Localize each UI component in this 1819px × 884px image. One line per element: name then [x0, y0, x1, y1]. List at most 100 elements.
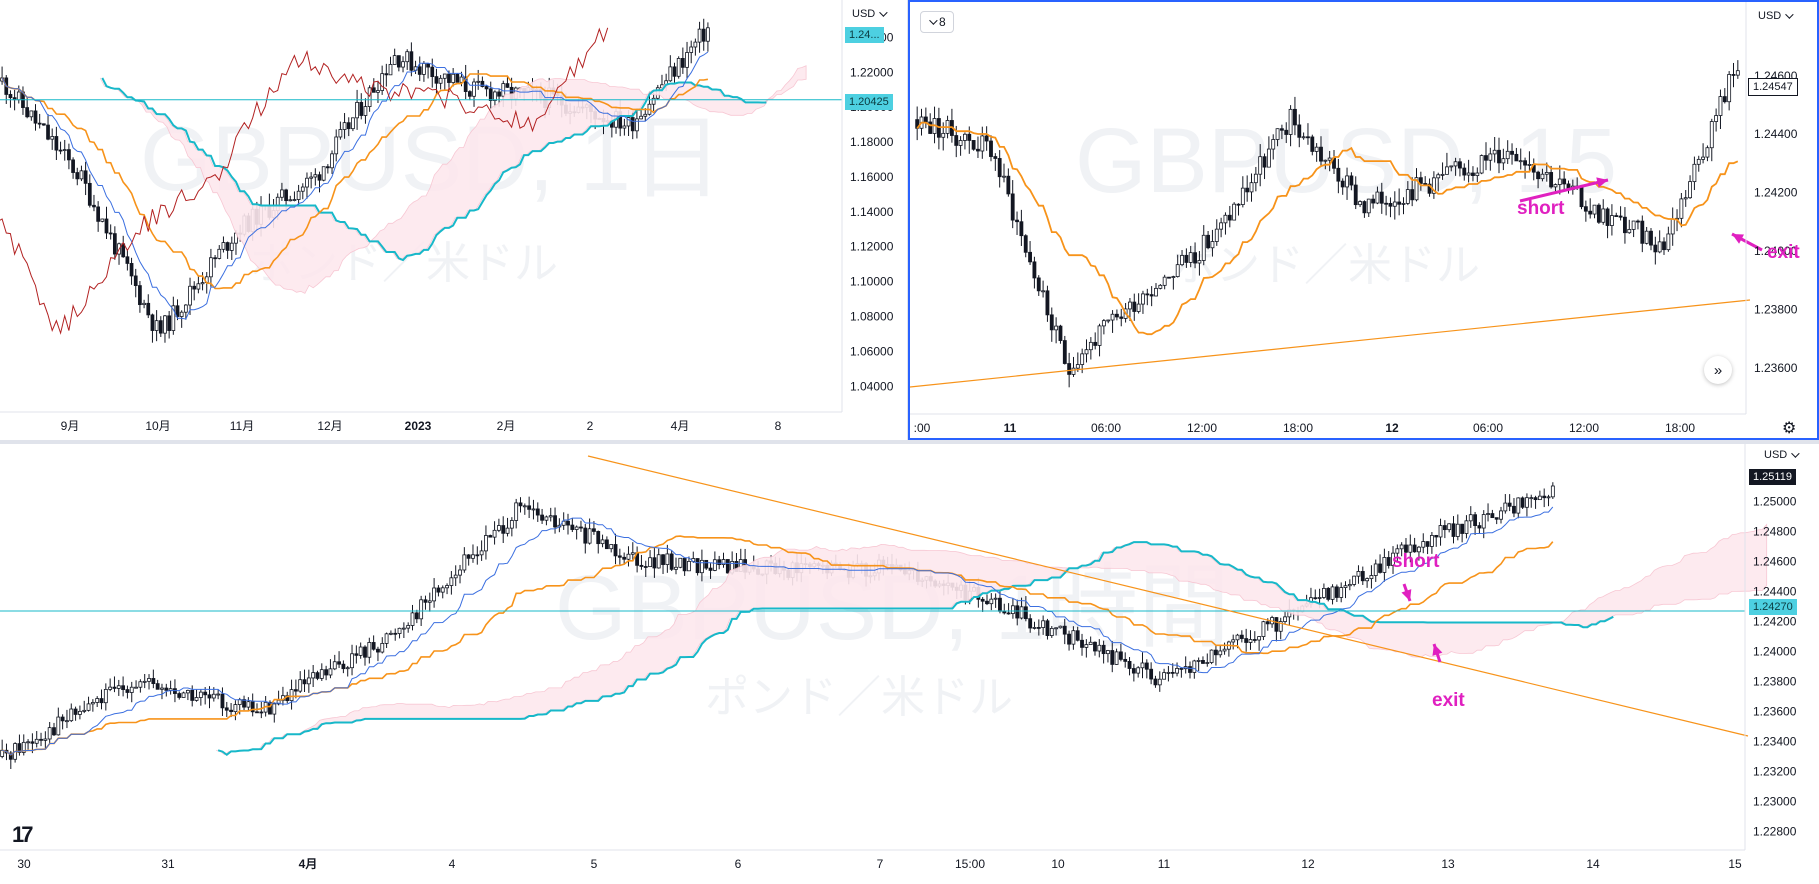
candle-body	[363, 646, 367, 658]
candle-body	[923, 116, 928, 123]
candle-body	[1028, 618, 1033, 629]
last-price-badge: 1.25119	[1749, 469, 1796, 485]
candle-body	[434, 76, 439, 84]
candle-body	[138, 285, 142, 306]
candle-body	[334, 136, 339, 155]
candle-body	[401, 627, 406, 630]
candle-body	[358, 646, 363, 656]
chart-pane-hourly[interactable]: GBPUSD, 1時間 ポンド／米ドル 1.250001.248001.2460…	[0, 444, 1819, 884]
settings-button[interactable]: ⚙	[1782, 418, 1796, 438]
candle-body	[324, 669, 329, 676]
candle-body	[1314, 146, 1319, 152]
candle-body	[493, 91, 497, 101]
interval-selector[interactable]: 8	[920, 11, 954, 33]
candle-body	[188, 285, 192, 306]
candle-body	[1683, 197, 1688, 200]
candle-body	[305, 177, 309, 188]
candle-body	[183, 304, 188, 313]
candle-body	[1132, 301, 1137, 312]
candle-body	[583, 527, 588, 544]
candle-body	[514, 502, 519, 521]
currency-selector[interactable]: USD	[852, 8, 888, 20]
senkou-span-b-line	[101, 77, 767, 262]
candle-body	[497, 91, 501, 97]
candle-body	[1106, 319, 1111, 322]
candle-body	[626, 553, 631, 560]
candle-body	[289, 689, 294, 702]
candle-body	[1313, 597, 1318, 600]
candle-body	[86, 703, 91, 711]
candle-body	[1136, 303, 1141, 312]
candle-body	[997, 158, 1002, 178]
candle-body	[1358, 201, 1362, 206]
currency-selector[interactable]: USD	[1758, 10, 1794, 22]
candle-body	[1557, 178, 1562, 185]
pane-separator[interactable]	[907, 0, 908, 440]
candle-body	[1067, 633, 1071, 645]
candle-body	[1158, 284, 1163, 289]
candle-body	[676, 58, 681, 77]
candle-body	[706, 27, 710, 42]
candle-body	[71, 159, 75, 173]
chart-canvas-daily[interactable]: GBPUSD, 1日 ポンド／米ドル 1.240001.220001.20000…	[0, 0, 907, 440]
candle-body	[438, 77, 443, 84]
candle-body	[1149, 294, 1154, 297]
candle-body	[548, 515, 553, 518]
candle-body	[1171, 276, 1176, 278]
candle-body	[1644, 230, 1649, 244]
candle-body	[1533, 497, 1538, 501]
chart-canvas-hourly[interactable]: GBPUSD, 1時間 ポンド／米ドル 1.250001.248001.2460…	[0, 444, 1819, 884]
chart-pane-15min[interactable]: GBPUSD, 15 ポンド／米ドル 1.24600 1.24400 1.24200…	[908, 0, 1819, 440]
candle-body	[1240, 187, 1245, 205]
candle-body	[207, 694, 212, 699]
candle-body	[99, 698, 104, 704]
candle-body	[699, 559, 704, 574]
candle-body	[1175, 668, 1179, 674]
candle-body	[1540, 173, 1545, 180]
candle-body	[540, 514, 545, 521]
candle-body	[1382, 557, 1387, 573]
candle-body	[442, 73, 447, 79]
candle-body	[976, 148, 980, 152]
candle-body	[1542, 495, 1547, 499]
candle-body	[693, 41, 698, 48]
candle-body	[1334, 586, 1339, 598]
chart-canvas-15min[interactable]: GBPUSD, 15 ポンド／米ドル 1.246001.244001.24200…	[910, 2, 1817, 438]
candle-body	[1010, 193, 1015, 221]
candle-body	[75, 172, 80, 180]
candle-body	[1071, 630, 1076, 645]
scroll-to-realtime-button[interactable]: »	[1704, 356, 1732, 384]
candle-body	[1427, 183, 1432, 194]
candle-body	[293, 689, 298, 692]
tradingview-logo[interactable]: 17	[12, 822, 34, 847]
pane-separator-horizontal[interactable]	[0, 440, 1819, 444]
candle-body	[430, 66, 435, 78]
candle-body	[34, 738, 39, 744]
chart-pane-daily[interactable]: GBPUSD, 1日 ポンド／米ドル 1.240001.220001.20000…	[0, 0, 907, 440]
candle-body	[458, 569, 462, 576]
candle-body	[1460, 523, 1465, 534]
candle-body	[82, 709, 87, 712]
candle-body	[306, 677, 311, 685]
candle-body	[225, 242, 230, 251]
candle-body	[656, 554, 661, 569]
time-axis-label: 2月	[497, 419, 516, 433]
candle-body	[0, 749, 5, 757]
candle-body	[1015, 605, 1020, 619]
candle-body	[58, 149, 63, 152]
candle-body	[380, 643, 385, 653]
candle-body	[1049, 628, 1054, 636]
candle-body	[1188, 666, 1192, 673]
candle-body	[1405, 189, 1410, 204]
candle-body	[367, 642, 372, 658]
candle-body	[69, 708, 74, 722]
candle-body	[292, 199, 297, 201]
candle-body	[432, 587, 437, 602]
candle-body	[1054, 325, 1059, 331]
candle-body	[1722, 96, 1727, 103]
currency-selector[interactable]: USD	[1764, 449, 1800, 461]
candle-body	[168, 688, 173, 691]
annotation-short: short	[1517, 198, 1565, 219]
hline-price-badge: 1.20425	[845, 94, 893, 110]
candle-body	[342, 122, 347, 130]
